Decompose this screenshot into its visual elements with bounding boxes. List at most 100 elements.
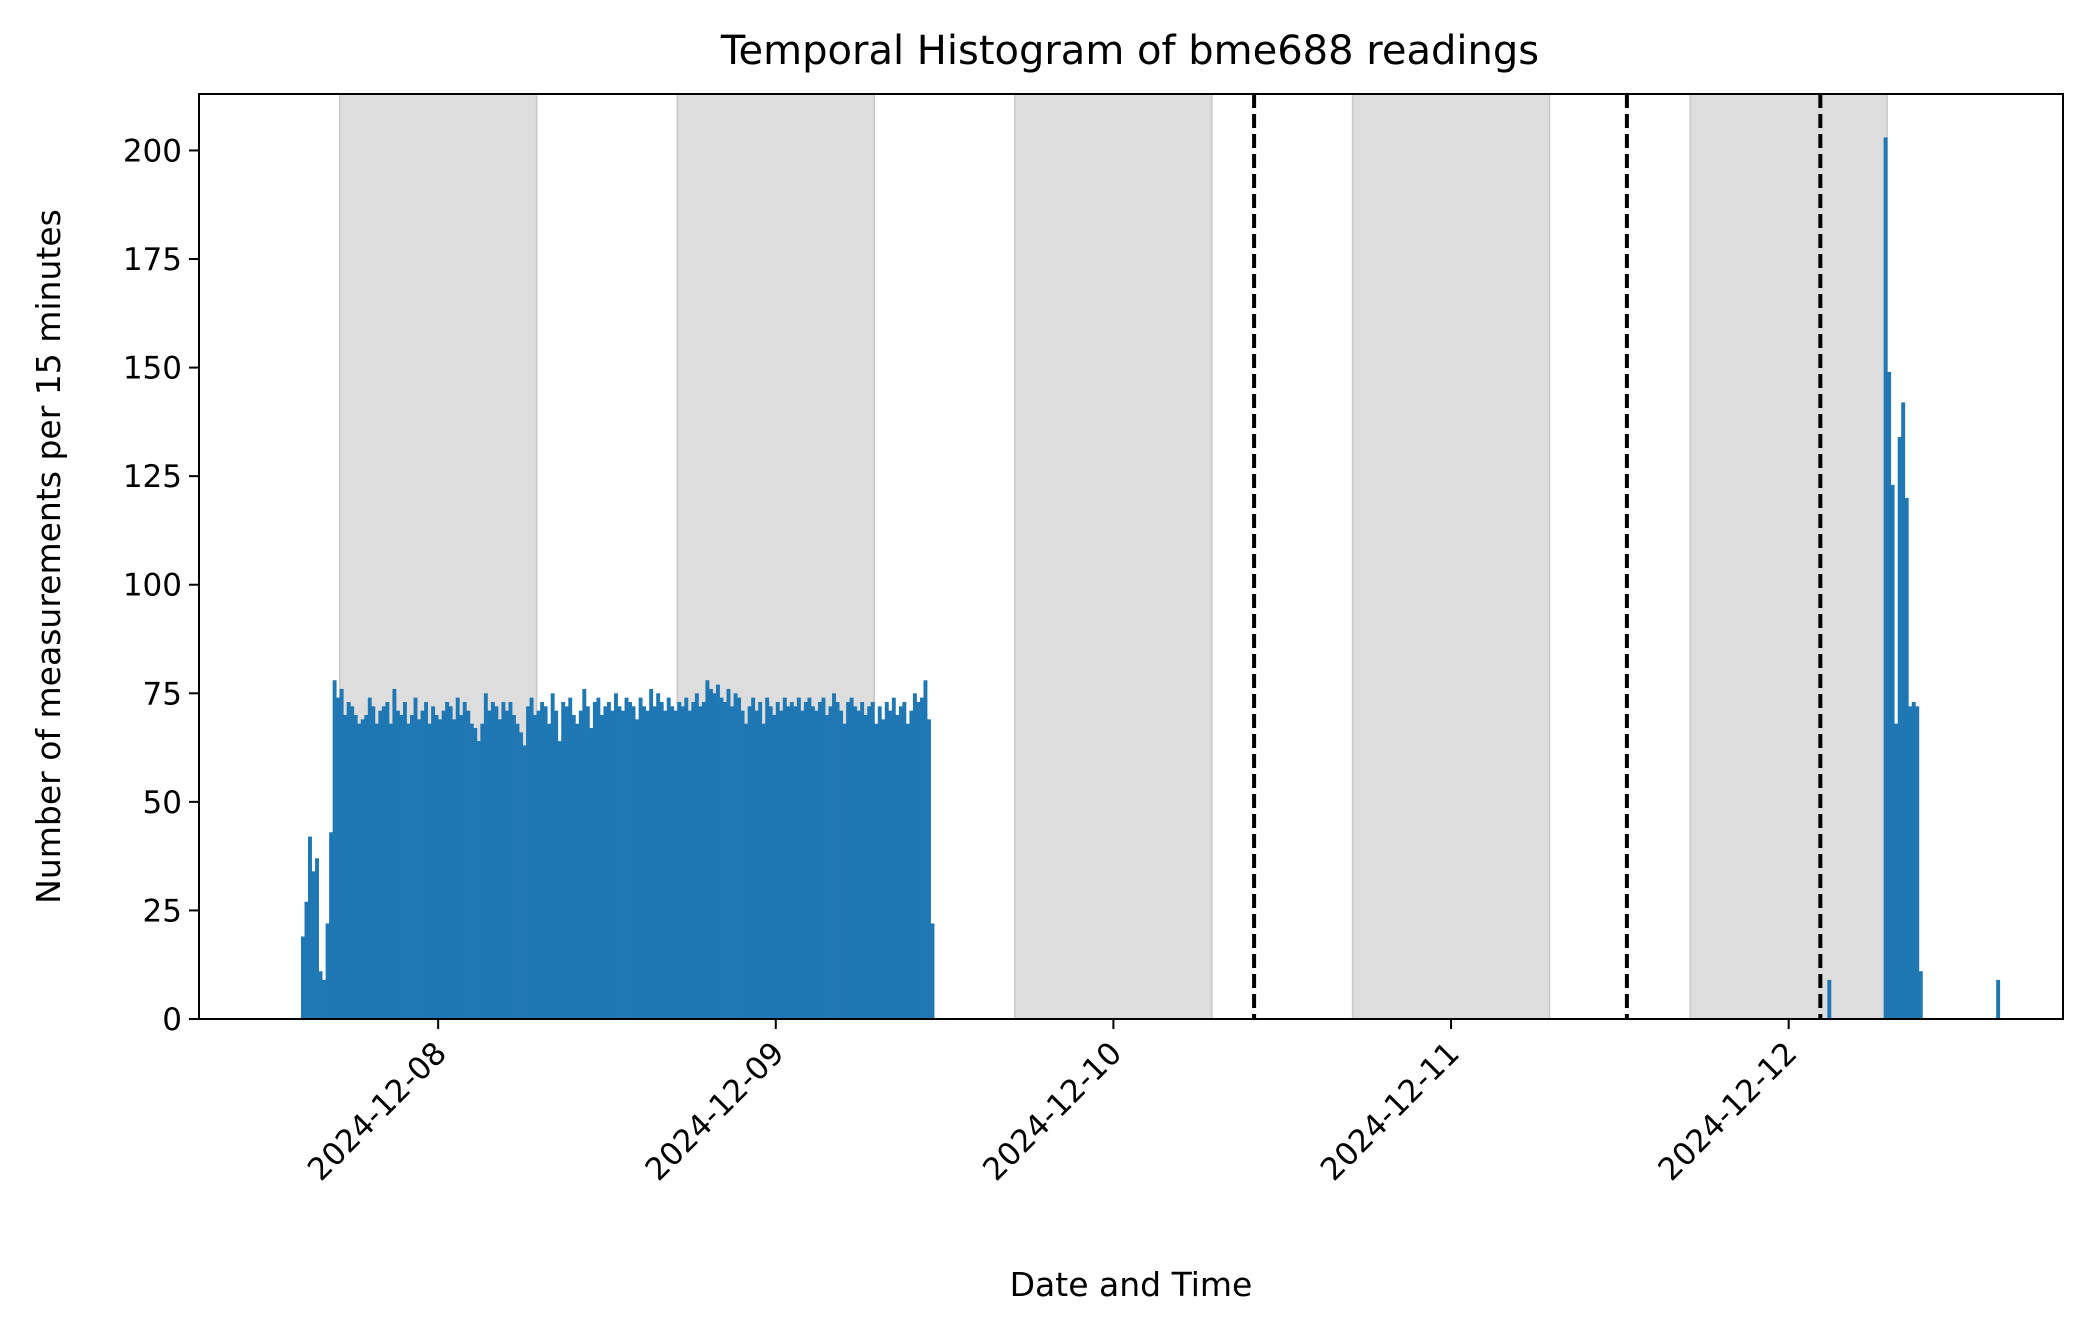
bar-74 (557, 741, 562, 1019)
bar-89 (610, 710, 615, 1019)
bar-130 (754, 710, 759, 1019)
bar-189 (1908, 706, 1913, 1019)
bar-155 (842, 723, 847, 1019)
plot-frame (198, 93, 2064, 1020)
shaded-period-3 (1014, 93, 1213, 1020)
bar-31 (406, 723, 411, 1019)
bar-93 (624, 697, 629, 1019)
bar-63 (519, 732, 523, 1019)
bar-181 (1827, 979, 1832, 1019)
bar-49 (469, 723, 474, 1019)
bar-98 (642, 706, 647, 1019)
bar-191 (1915, 706, 1920, 1019)
y-tick-label-0: 0 (162, 1002, 182, 1038)
bar-34 (417, 719, 421, 1019)
chart-title: Temporal Histogram of bme688 readings (720, 28, 1539, 74)
bar-66 (529, 697, 534, 1019)
bar-2 (304, 901, 309, 1019)
y-tick-label-125: 125 (123, 459, 182, 495)
y-tick-label-50: 50 (143, 785, 182, 821)
bar-15 (350, 706, 355, 1019)
bar-14 (346, 701, 351, 1019)
bar-46 (459, 715, 464, 1019)
bar-25 (385, 701, 390, 1019)
bar-61 (512, 715, 516, 1019)
bar-170 (895, 715, 900, 1019)
x-tick-label-2024-12-10: 2024-12-10 (976, 1035, 1129, 1188)
bar-94 (628, 701, 632, 1019)
bar-62 (515, 723, 520, 1019)
bar-163 (870, 701, 875, 1019)
y-tick-label-25: 25 (143, 893, 182, 929)
y-tick-label-175: 175 (123, 242, 182, 278)
bar-111 (687, 710, 692, 1019)
bar-118 (712, 693, 717, 1019)
bar-9 (329, 832, 334, 1019)
y-axis-label: Number of measurements per 15 minutes (29, 209, 68, 904)
bar-184 (1890, 484, 1895, 1019)
bar-97 (638, 697, 643, 1019)
y-tick-label-150: 150 (123, 351, 182, 387)
bar-175 (912, 693, 917, 1019)
bar-112 (691, 701, 696, 1019)
bar-55 (490, 701, 495, 1019)
bar-104 (663, 710, 668, 1019)
bar-90 (614, 693, 618, 1019)
event-lines (1252, 94, 1823, 1019)
bar-95 (631, 706, 636, 1019)
bar-134 (768, 706, 773, 1019)
bar-160 (860, 701, 865, 1019)
bar-73 (554, 710, 559, 1019)
bar-40 (438, 719, 443, 1019)
bar-143 (800, 710, 805, 1019)
bar-29 (399, 715, 404, 1019)
x-axis: 2024-12-08 2024-12-09 2024-12-10 2024-12-11… (301, 1019, 1804, 1188)
bar-105 (666, 697, 671, 1019)
bar-102 (656, 693, 661, 1019)
bar-6 (318, 971, 323, 1019)
bar-57 (497, 719, 502, 1019)
bar-39 (434, 715, 439, 1019)
y-axis: 0 25 50 75 100 125 150 175 200 (123, 133, 199, 1038)
bar-17 (357, 723, 362, 1019)
bar-183 (1887, 371, 1892, 1019)
bar-126 (740, 710, 745, 1019)
bar-19 (364, 715, 369, 1019)
bar-164 (874, 723, 879, 1019)
bar-158 (853, 706, 858, 1019)
bar-140 (789, 701, 794, 1019)
bar-135 (772, 715, 777, 1019)
bar-44 (452, 719, 457, 1019)
bar-8 (325, 923, 330, 1019)
bar-53 (483, 693, 488, 1019)
bar-147 (814, 710, 819, 1019)
bar-121 (723, 701, 727, 1019)
bar-119 (715, 684, 720, 1019)
bar-177 (919, 697, 924, 1019)
bar-103 (659, 701, 664, 1019)
bar-113 (694, 693, 699, 1019)
bar-32 (410, 715, 414, 1019)
bar-4 (311, 871, 316, 1019)
bar-52 (480, 723, 485, 1019)
bar-10 (332, 680, 337, 1019)
bar-142 (796, 697, 801, 1019)
bar-176 (916, 701, 921, 1019)
bar-85 (596, 697, 601, 1019)
bar-33 (413, 697, 418, 1019)
bar-88 (606, 701, 611, 1019)
bar-110 (684, 697, 689, 1019)
bar-124 (733, 693, 738, 1019)
bar-5 (315, 858, 319, 1019)
bar-78 (571, 715, 576, 1019)
bar-35 (420, 710, 425, 1019)
bar-11 (336, 697, 341, 1019)
bar-51 (476, 741, 481, 1019)
bar-101 (652, 706, 657, 1019)
bar-186 (1897, 437, 1902, 1020)
bar-86 (599, 715, 604, 1019)
bar-7 (322, 979, 327, 1019)
bar-43 (448, 706, 453, 1019)
bar-48 (466, 710, 471, 1019)
bar-91 (617, 706, 622, 1019)
